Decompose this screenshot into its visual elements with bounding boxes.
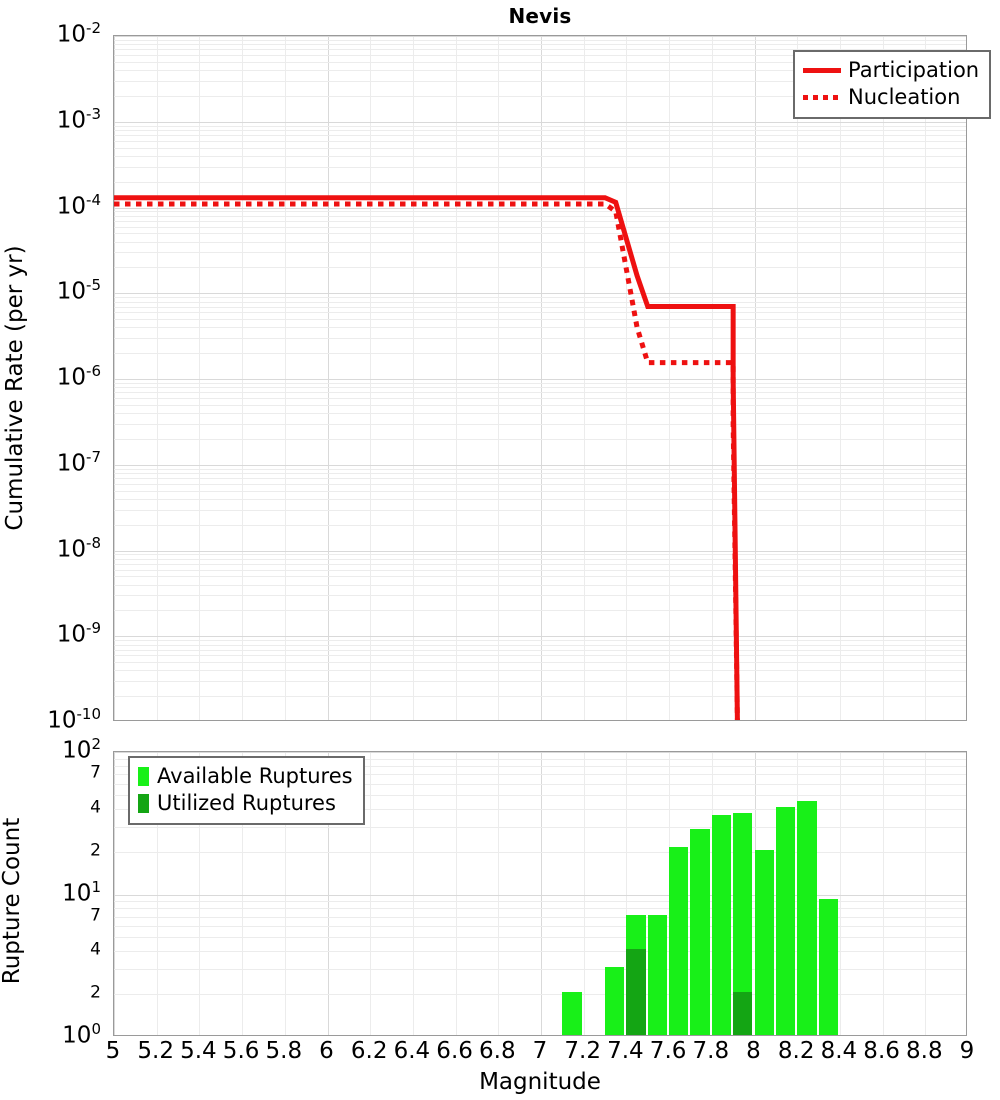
- x-tick-label: 7.8: [693, 1040, 730, 1063]
- legend-item-participation: Participation: [803, 57, 979, 84]
- bar-segment-available: [797, 801, 816, 1035]
- available-color-icon: [138, 767, 149, 786]
- figure-root: Nevis 10-2 10-3 10-4 10-5 10-6 10-7 10-8 10-9 10…: [0, 0, 1000, 1100]
- gridline-horizontal: [114, 852, 966, 853]
- gridline-horizontal: [114, 895, 966, 896]
- legend-label-nucleation: Nucleation: [848, 87, 960, 108]
- y-tick-label-minor: 4: [90, 942, 101, 959]
- gridline-horizontal: [114, 827, 966, 828]
- histogram-bar: [776, 807, 795, 1035]
- legend-item-nucleation: Nucleation: [803, 84, 979, 111]
- y-tick-label: 10-2: [57, 24, 101, 47]
- y-tick-label-minor: 4: [90, 799, 101, 816]
- histogram-bar: [648, 915, 667, 1035]
- x-tick-label: 9: [960, 1040, 975, 1063]
- gridline-horizontal: [114, 969, 966, 970]
- y-tick-label: 102: [62, 740, 101, 763]
- y-tick-label: 10-9: [57, 624, 101, 647]
- gridline-horizontal: [114, 951, 966, 952]
- bar-segment-available: [776, 807, 795, 1035]
- histogram-bar: [626, 915, 645, 1035]
- x-tick-label: 8.8: [906, 1040, 943, 1063]
- bar-segment-available: [605, 967, 624, 1035]
- bar-segment-available: [690, 829, 709, 1035]
- x-tick-label: 6.8: [479, 1040, 516, 1063]
- y-tick-label: 100: [62, 1025, 101, 1048]
- y-tick-label-minor: 7: [90, 765, 101, 782]
- x-tick-label: 7: [533, 1040, 548, 1063]
- x-tick-label: 6.4: [394, 1040, 431, 1063]
- x-tick-label: 5.6: [223, 1040, 260, 1063]
- gridline-horizontal: [114, 926, 966, 927]
- curve-nucleation: [114, 204, 737, 721]
- histogram-bar: [797, 801, 816, 1035]
- legend-item-available: Available Ruptures: [138, 763, 353, 790]
- y-tick-label-minor: 2: [90, 985, 101, 1002]
- y-tick-label-minor: 7: [90, 907, 101, 924]
- bar-segment-available: [562, 992, 581, 1035]
- bar-segment-utilized: [733, 992, 752, 1035]
- x-tick-label: 5.4: [180, 1040, 217, 1063]
- x-tick-label: 8.2: [778, 1040, 815, 1063]
- legend-label-utilized: Utilized Ruptures: [157, 793, 336, 814]
- gridline-horizontal: [114, 937, 966, 938]
- x-tick-label: 7.2: [564, 1040, 601, 1063]
- x-tick-label: 5: [106, 1040, 121, 1063]
- y-tick-label: 10-10: [47, 710, 101, 733]
- dotted-line-icon: [803, 95, 841, 100]
- solid-line-icon: [803, 68, 841, 73]
- bar-segment-available: [669, 847, 688, 1035]
- histogram-bar: [819, 899, 838, 1035]
- legend-label-available: Available Ruptures: [157, 766, 353, 787]
- y-tick-label: 101: [62, 882, 101, 905]
- gridline-horizontal: [114, 994, 966, 995]
- bar-segment-available: [712, 815, 731, 1035]
- y-tick-label: 10-3: [57, 109, 101, 132]
- cumulative-rate-plot: [113, 35, 967, 721]
- x-tick-label: 8: [746, 1040, 761, 1063]
- y-tick-label: 10-7: [57, 452, 101, 475]
- gridline-horizontal: [114, 901, 966, 902]
- curve-participation: [114, 198, 737, 721]
- x-tick-label: 5.2: [137, 1040, 174, 1063]
- gridline-horizontal: [114, 752, 966, 753]
- x-tick-label: 7.6: [650, 1040, 687, 1063]
- y-tick-label-minor: 2: [90, 842, 101, 859]
- legend-label-participation: Participation: [848, 60, 979, 81]
- x-tick-label: 6.6: [436, 1040, 473, 1063]
- histogram-bar: [562, 992, 581, 1035]
- top-y-axis-title: Cumulative Rate (per yr): [2, 238, 28, 538]
- bar-segment-available: [819, 899, 838, 1035]
- x-tick-label: 7.4: [607, 1040, 644, 1063]
- histogram-bar: [605, 967, 624, 1035]
- histogram-bar: [669, 847, 688, 1035]
- y-tick-label: 10-4: [57, 195, 101, 218]
- x-tick-label: 5.8: [266, 1040, 303, 1063]
- x-tick-label: 6.2: [351, 1040, 388, 1063]
- y-tick-label: 10-8: [57, 538, 101, 561]
- gridline-horizontal: [114, 917, 966, 918]
- legend-item-utilized: Utilized Ruptures: [138, 790, 353, 817]
- histogram-bar: [690, 829, 709, 1035]
- histogram-bar: [755, 850, 774, 1035]
- rupture-legend: Available Ruptures Utilized Ruptures: [128, 756, 365, 825]
- bar-segment-utilized: [626, 949, 645, 1035]
- histogram-bar: [712, 815, 731, 1035]
- chart-title: Nevis: [113, 4, 967, 28]
- y-tick-label: 10-5: [57, 281, 101, 304]
- bottom-y-axis-title: Rupture Count: [0, 771, 25, 1031]
- x-tick-label: 6: [319, 1040, 334, 1063]
- y-tick-label: 10-6: [57, 367, 101, 390]
- histogram-bar: [733, 813, 752, 1035]
- bar-segment-available: [648, 915, 667, 1035]
- x-tick-label: 8.6: [863, 1040, 900, 1063]
- x-axis-title: Magnitude: [113, 1069, 967, 1095]
- mfd-curves: [114, 36, 967, 721]
- curve-legend: Participation Nucleation: [793, 50, 991, 119]
- gridline-horizontal: [114, 908, 966, 909]
- utilized-color-icon: [138, 794, 149, 813]
- x-tick-label: 8.4: [821, 1040, 858, 1063]
- bar-segment-available: [755, 850, 774, 1035]
